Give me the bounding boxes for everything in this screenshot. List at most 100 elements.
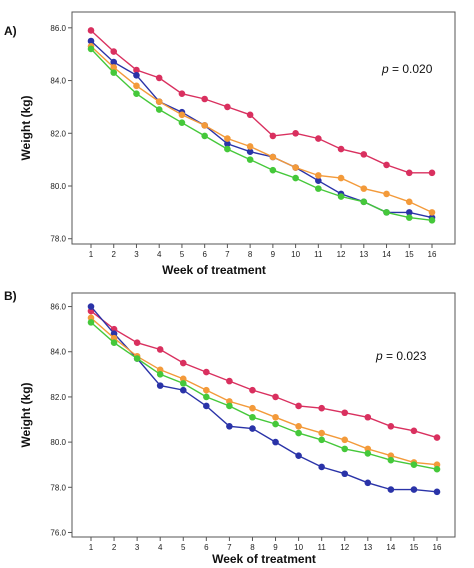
data-point [155, 74, 163, 82]
x-tick-label: 12 [337, 250, 346, 259]
data-point [410, 486, 418, 493]
data-point [292, 174, 299, 182]
x-tick-label: 16 [428, 250, 437, 259]
data-point [405, 214, 413, 221]
data-point [87, 45, 95, 53]
data-point [337, 174, 345, 182]
data-point [295, 429, 302, 437]
data-point [341, 436, 349, 444]
x-tick-label: 13 [359, 250, 368, 259]
series-4 [87, 45, 436, 224]
x-tick-label: 11 [314, 250, 323, 259]
data-point [224, 140, 231, 148]
y-tick-label: 84.0 [50, 348, 66, 357]
data-point [383, 190, 390, 198]
x-tick-label: 3 [134, 250, 139, 259]
data-point [269, 153, 277, 161]
data-point [224, 103, 231, 111]
x-tick-label: 3 [135, 543, 140, 552]
data-point [133, 82, 140, 90]
p-value-text: = 0.020 [389, 62, 433, 76]
y-axis-ticks: 76.0 78.0 80.0 82.0 84.0 86.0 [50, 303, 72, 537]
data-point [318, 429, 325, 437]
y-axis-title: Weight (kg) [19, 95, 33, 160]
series-4 [87, 319, 441, 473]
data-point [315, 177, 322, 185]
x-tick-label: 14 [382, 250, 391, 259]
series-layer [87, 303, 441, 496]
y-tick-label: 86.0 [50, 303, 66, 312]
p-value-annotation: p = 0.020 [381, 62, 433, 76]
data-point [341, 409, 349, 417]
data-point [203, 393, 210, 401]
p-value-annotation: p = 0.023 [375, 349, 427, 363]
x-axis-title: Week of treatment [212, 552, 316, 566]
x-tick-label: 12 [340, 543, 349, 552]
data-point [156, 371, 164, 378]
data-point [315, 172, 322, 179]
data-point [405, 209, 413, 216]
data-point [249, 386, 256, 394]
data-point [433, 488, 441, 496]
y-tick-label: 82.0 [50, 393, 66, 402]
x-tick-label: 6 [204, 543, 209, 552]
data-point [87, 303, 95, 310]
data-point [341, 445, 349, 453]
x-tick-label: 14 [386, 543, 395, 552]
data-point [428, 209, 436, 216]
p-symbol: p [375, 349, 383, 363]
data-point [405, 169, 413, 177]
data-point [383, 161, 390, 169]
data-point [226, 402, 233, 410]
data-point [110, 339, 118, 347]
data-point [337, 193, 345, 200]
data-point [178, 90, 186, 98]
series-line [90, 48, 433, 221]
data-point [246, 156, 254, 163]
y-tick-label: 80.0 [50, 182, 66, 191]
data-point [155, 106, 163, 113]
data-point [360, 198, 368, 206]
data-point [155, 98, 163, 105]
x-tick-label: 4 [157, 250, 162, 259]
p-symbol: p [381, 62, 389, 76]
panel-label: B) [4, 289, 17, 303]
data-point [272, 438, 279, 446]
data-point [295, 422, 302, 430]
panel-label: A) [4, 24, 17, 38]
y-axis-ticks: 78.0 80.0 82.0 84.0 86.0 [50, 24, 72, 244]
x-tick-label: 5 [181, 543, 186, 552]
data-point [224, 145, 231, 153]
data-point [87, 27, 95, 34]
y-tick-label: 76.0 [50, 528, 66, 537]
x-tick-label: 9 [271, 250, 276, 259]
series-layer [87, 27, 436, 224]
data-point [110, 58, 118, 66]
x-tick-label: 2 [112, 543, 117, 552]
y-tick-label: 86.0 [50, 24, 66, 33]
data-point [387, 422, 395, 430]
x-axis-ticks: 1 2 3 4 5 6 7 8 9 10 11 12 13 14 15 16 [89, 244, 437, 259]
data-point [272, 413, 279, 421]
series-2 [87, 303, 441, 496]
data-point [133, 355, 141, 362]
data-point [337, 145, 345, 153]
data-point [364, 479, 372, 487]
data-point [110, 330, 118, 337]
data-point [295, 402, 302, 410]
y-tick-label: 80.0 [50, 438, 66, 447]
x-tick-label: 6 [202, 250, 207, 259]
data-point [292, 129, 299, 137]
data-point [410, 461, 418, 469]
x-tick-label: 1 [89, 543, 94, 552]
series-line [90, 45, 433, 214]
x-tick-label: 16 [433, 543, 442, 552]
data-point [383, 209, 390, 216]
data-point [110, 48, 118, 55]
x-tick-label: 2 [112, 250, 117, 259]
data-point [178, 119, 186, 127]
data-point [249, 404, 256, 412]
y-tick-label: 78.0 [50, 235, 66, 244]
x-tick-label: 7 [225, 250, 230, 259]
chart-panel-b: B) 76.078.080.082.084.086.0 1 2 3 4 5 6 7 8 9 10 1… [4, 289, 456, 566]
